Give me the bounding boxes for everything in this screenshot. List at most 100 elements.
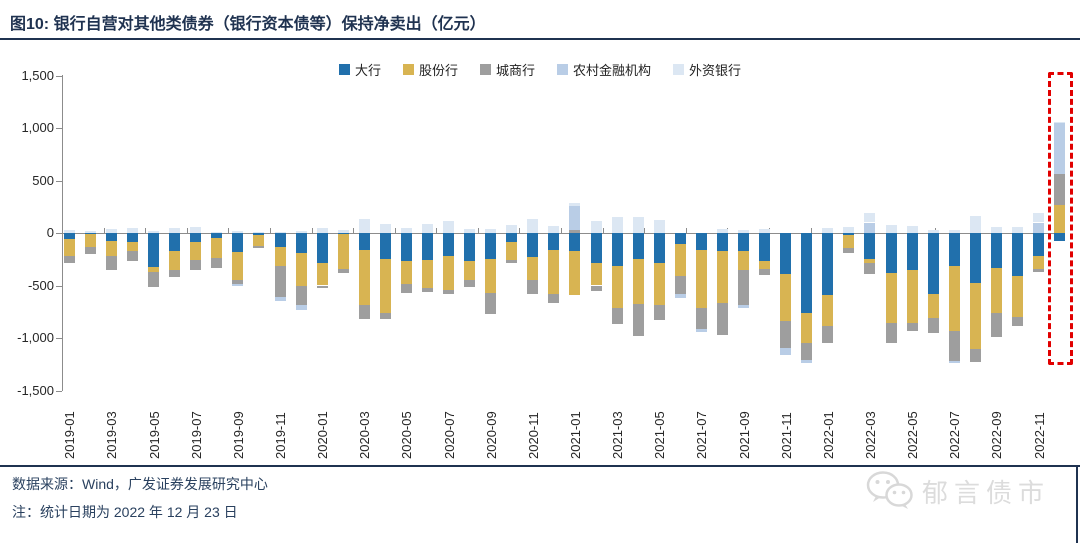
bar-segment xyxy=(569,206,581,230)
x-axis-tick xyxy=(436,228,438,234)
bar-segment xyxy=(927,233,939,295)
bar-segment xyxy=(716,251,728,303)
bar-segment xyxy=(885,224,897,233)
bar-segment xyxy=(569,203,581,207)
legend-swatch xyxy=(673,64,685,75)
bar-segment xyxy=(885,233,897,273)
bar-segment xyxy=(127,251,138,261)
bar-segment xyxy=(759,233,771,261)
x-axis-tick xyxy=(186,228,188,234)
bar-segment xyxy=(527,280,539,295)
bar-segment xyxy=(421,224,433,233)
bar-segment xyxy=(1011,227,1023,233)
bar-segment xyxy=(148,266,160,273)
bar-segment xyxy=(569,251,581,296)
y-axis-tick xyxy=(56,338,62,339)
bar-segment xyxy=(1054,122,1066,124)
bar-segment xyxy=(1033,256,1045,269)
bar-segment xyxy=(63,229,75,233)
page-right-border xyxy=(1076,465,1078,543)
x-tick-label: 2021-07 xyxy=(694,411,710,459)
bar-segment xyxy=(653,305,665,320)
x-tick-label: 2022-05 xyxy=(905,411,921,459)
bar-segment xyxy=(695,250,707,308)
x-tick-label: 2020-05 xyxy=(399,411,415,459)
bar-segment xyxy=(253,231,265,233)
bar-segment xyxy=(611,265,623,308)
bar-segment xyxy=(716,302,728,336)
bar-segment xyxy=(780,347,792,355)
bar-segment xyxy=(190,242,202,261)
bar-segment xyxy=(1033,222,1045,233)
y-tick-label: 500 xyxy=(32,172,54,188)
bar-segment xyxy=(990,233,1002,268)
x-tick-label: 2022-03 xyxy=(862,411,878,459)
bar-segment xyxy=(421,288,433,293)
bar-segment xyxy=(379,313,391,320)
x-axis-tick xyxy=(145,228,147,234)
x-axis-tick xyxy=(685,228,687,234)
bar-segment xyxy=(506,233,518,243)
bar-segment xyxy=(653,233,665,263)
bar-segment xyxy=(738,251,750,270)
bar-segment xyxy=(316,228,328,233)
bar-segment xyxy=(63,233,75,240)
x-tick-label: 2022-09 xyxy=(989,411,1005,459)
bar-segment xyxy=(822,325,834,343)
x-axis-tick xyxy=(394,228,396,234)
bar-segment xyxy=(379,258,391,314)
bar-segment xyxy=(105,256,117,271)
bar-segment xyxy=(443,289,455,294)
bar-segment xyxy=(379,233,391,259)
bar-segment xyxy=(801,312,813,343)
legend-swatch xyxy=(338,64,350,75)
bar-segment xyxy=(190,233,202,243)
bar-segment xyxy=(527,233,539,258)
bar-segment xyxy=(63,256,75,264)
bar-segment xyxy=(738,233,750,252)
y-tick-label: 1,500 xyxy=(21,67,54,83)
bar-segment xyxy=(274,247,286,266)
bar-segment xyxy=(611,217,623,233)
bar-segment xyxy=(864,222,876,233)
x-tick-label: 2021-09 xyxy=(736,411,752,459)
bar-segment xyxy=(443,221,455,233)
bar-segment xyxy=(864,262,876,275)
bar-segment xyxy=(548,225,560,233)
bar-segment xyxy=(632,304,644,336)
bar-segment xyxy=(506,242,518,261)
bar-segment xyxy=(1054,205,1066,233)
bar-segment xyxy=(590,221,602,233)
bar-segment xyxy=(1054,173,1066,206)
bar-segment xyxy=(211,233,223,239)
bar-segment xyxy=(506,260,518,264)
bar-segment xyxy=(316,262,328,286)
legend-item: 城商行 xyxy=(479,60,535,79)
bar-segment xyxy=(464,228,476,233)
bar-segment xyxy=(253,235,265,247)
bar-segment xyxy=(211,238,223,259)
bar-segment xyxy=(927,317,939,333)
legend-label: 外资银行 xyxy=(689,63,742,78)
bar-segment xyxy=(253,233,265,236)
bar-segment xyxy=(738,305,750,308)
legend-label: 城商行 xyxy=(495,63,535,78)
bar-segment xyxy=(127,242,138,252)
bar-segment xyxy=(822,233,834,296)
bar-segment xyxy=(1033,268,1045,272)
y-axis-tick xyxy=(56,128,62,129)
bar-segment xyxy=(948,361,960,363)
bar-segment xyxy=(906,269,918,323)
bar-segment xyxy=(485,228,497,233)
bar-segment xyxy=(1011,275,1023,317)
bar-segment xyxy=(464,233,476,262)
y-axis-tick xyxy=(56,390,62,392)
x-tick-label: 2019-05 xyxy=(146,411,162,459)
bar-segment xyxy=(969,282,981,349)
bar-segment xyxy=(84,247,96,254)
bar-segment xyxy=(84,234,96,248)
bar-segment xyxy=(759,228,771,233)
bar-segment xyxy=(379,224,391,233)
legend-swatch xyxy=(479,64,491,75)
bar-segment xyxy=(421,259,433,289)
